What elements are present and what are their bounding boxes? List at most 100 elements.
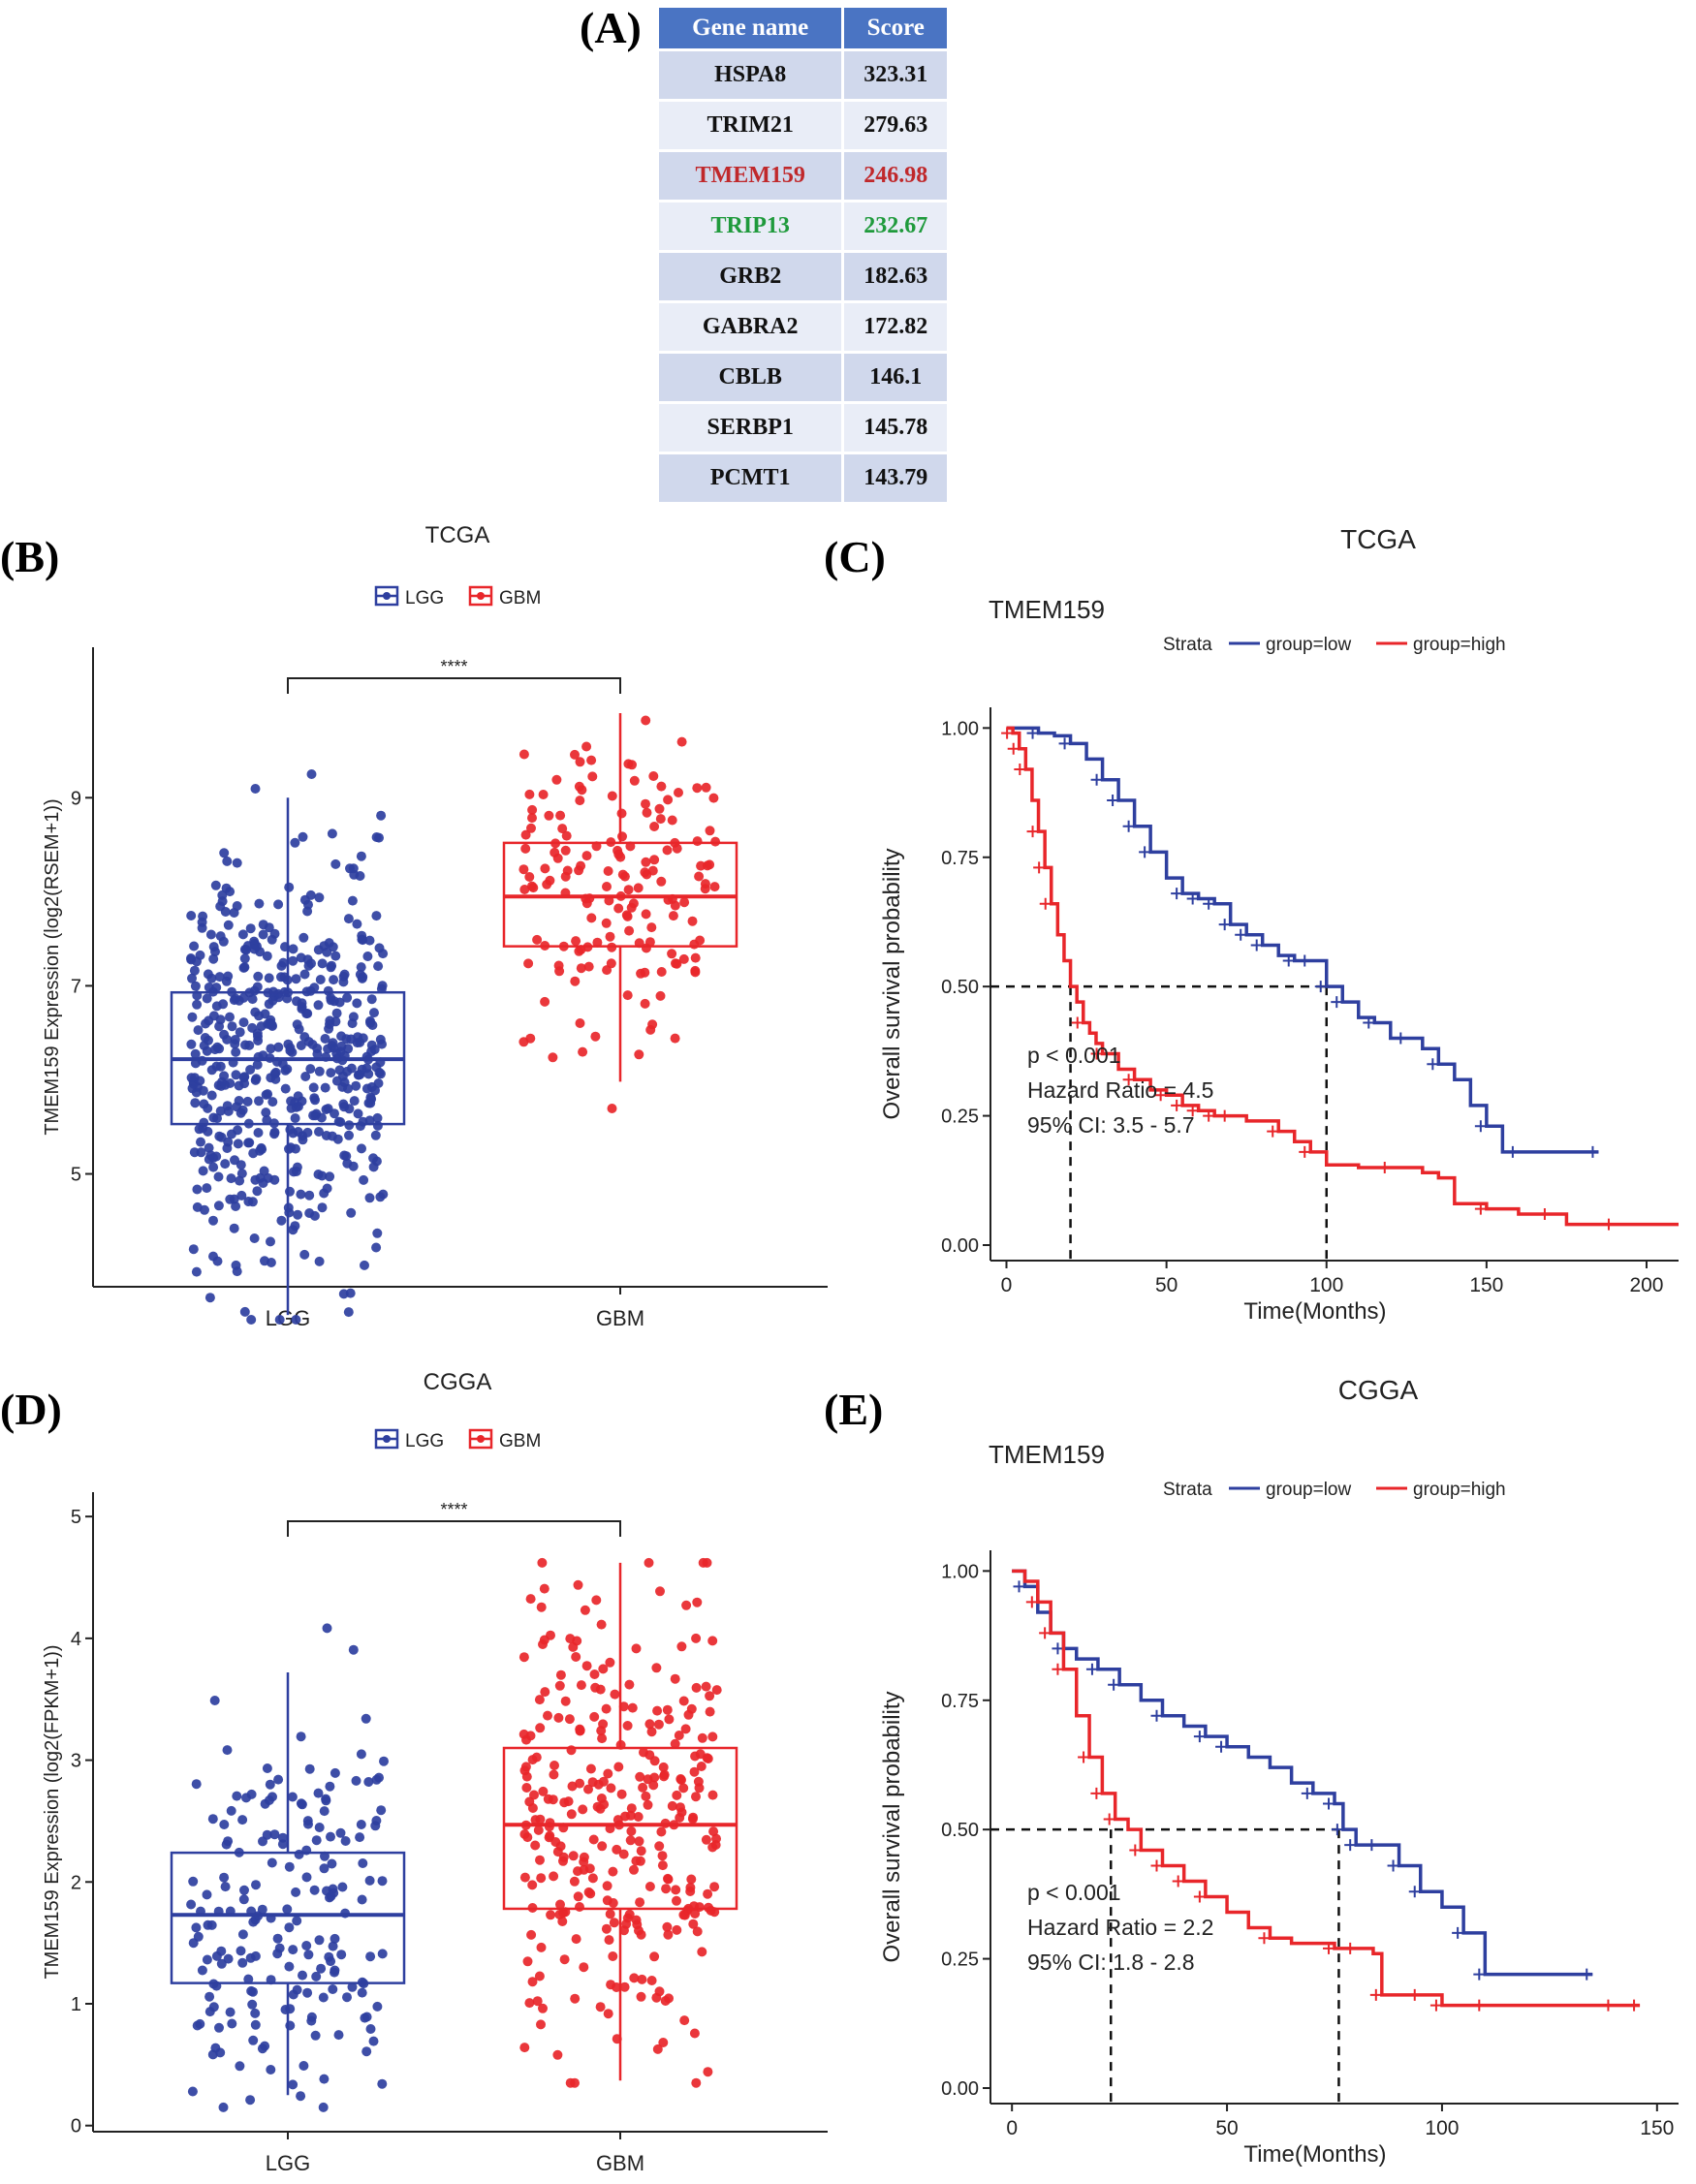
data-point xyxy=(325,1015,335,1026)
data-point xyxy=(561,830,572,841)
data-point xyxy=(296,1189,306,1200)
data-point xyxy=(352,919,362,929)
data-point xyxy=(280,1065,291,1076)
data-point xyxy=(220,1882,231,1892)
data-point xyxy=(257,2044,267,2054)
data-point xyxy=(607,791,617,801)
data-point xyxy=(186,911,197,920)
data-point xyxy=(369,1008,379,1018)
data-point xyxy=(245,923,256,934)
data-point xyxy=(624,925,635,936)
data-point xyxy=(238,1073,249,1083)
data-point xyxy=(376,810,387,821)
data-point xyxy=(190,1048,201,1059)
data-point xyxy=(601,1923,612,1934)
data-point xyxy=(314,892,325,903)
y-tick-label: 9 xyxy=(71,788,81,809)
data-point xyxy=(626,1825,637,1836)
data-point xyxy=(191,1266,202,1277)
data-point xyxy=(208,2002,219,2012)
data-point xyxy=(353,1070,363,1080)
legend-label-gbm: GBM xyxy=(499,1431,541,1451)
score-cell: 146.1 xyxy=(844,354,950,401)
data-point xyxy=(658,2038,669,2047)
data-point xyxy=(691,2077,702,2088)
data-point xyxy=(656,967,667,977)
data-point xyxy=(342,1992,352,2003)
data-point xyxy=(589,1711,600,1722)
data-point xyxy=(246,1315,257,1325)
data-point xyxy=(571,936,581,947)
data-point xyxy=(336,1041,347,1051)
data-point xyxy=(575,1778,585,1789)
data-point xyxy=(692,783,703,794)
data-point xyxy=(564,1714,575,1725)
data-point xyxy=(571,1934,581,1945)
y-tick-label: 1 xyxy=(71,1994,81,2015)
data-point xyxy=(370,1130,381,1140)
data-point xyxy=(309,1885,320,1895)
data-point xyxy=(302,1127,313,1138)
data-point xyxy=(236,1190,247,1201)
data-point xyxy=(337,1071,348,1081)
censor-mark xyxy=(1001,727,1014,739)
censor-mark xyxy=(1039,1627,1052,1639)
data-point xyxy=(527,1880,538,1890)
data-point xyxy=(595,1803,606,1814)
censor-mark xyxy=(1301,1787,1313,1799)
data-point xyxy=(626,1803,637,1814)
data-point xyxy=(285,2020,296,2031)
data-point xyxy=(320,1034,330,1044)
data-point xyxy=(253,971,264,982)
data-point xyxy=(659,1771,669,1782)
y-axis-label: Overall survival probability xyxy=(879,1691,905,1962)
panel-label-c: (C) xyxy=(824,532,886,581)
data-point xyxy=(342,1158,353,1169)
data-point xyxy=(245,2095,256,2106)
data-point xyxy=(327,1131,337,1141)
x-tick-label-lgg: LGG xyxy=(266,2151,310,2175)
data-point xyxy=(536,1602,547,1612)
censor-mark xyxy=(1025,1596,1038,1608)
data-point xyxy=(288,955,298,966)
y-tick-label: 4 xyxy=(71,1629,81,1650)
gene-score-table: Gene name Score HSPA8 323.31 TRIM21 279.63 T… xyxy=(659,5,950,505)
data-point xyxy=(346,1034,357,1045)
x-tick-label: 50 xyxy=(1215,2117,1238,2139)
data-point xyxy=(648,771,659,781)
data-point xyxy=(204,1035,213,1045)
data-point xyxy=(620,1811,630,1822)
censor-mark xyxy=(1058,737,1071,750)
data-point xyxy=(663,1874,674,1885)
data-point xyxy=(222,856,233,866)
data-point xyxy=(239,953,250,964)
y-tick-label: 5 xyxy=(71,1507,81,1528)
censor-mark xyxy=(1150,1709,1163,1722)
data-point xyxy=(641,857,651,867)
data-point xyxy=(608,1866,618,1877)
censor-mark xyxy=(1026,826,1039,838)
data-point xyxy=(218,999,229,1010)
data-point xyxy=(215,931,226,942)
data-point xyxy=(578,1046,588,1057)
data-point xyxy=(595,1684,606,1695)
data-point xyxy=(327,1858,337,1869)
data-point xyxy=(314,1127,324,1137)
data-point xyxy=(534,1695,545,1705)
data-point xyxy=(567,1781,578,1792)
data-point xyxy=(348,1644,359,1655)
data-point xyxy=(518,864,529,875)
censor-mark xyxy=(1039,897,1052,910)
data-point xyxy=(670,900,680,911)
data-point xyxy=(231,1070,241,1080)
data-point xyxy=(690,1909,701,1919)
data-point xyxy=(301,1872,312,1883)
data-point xyxy=(202,1954,212,1965)
data-point xyxy=(202,993,212,1004)
data-point xyxy=(537,1557,548,1568)
data-point xyxy=(249,1233,260,1243)
data-point xyxy=(644,1557,654,1568)
score-cell: 279.63 xyxy=(844,102,950,149)
data-point xyxy=(244,1040,255,1050)
y-axis-label: TMEM159 Expression (log2(FPKM+1)) xyxy=(42,1644,63,1979)
